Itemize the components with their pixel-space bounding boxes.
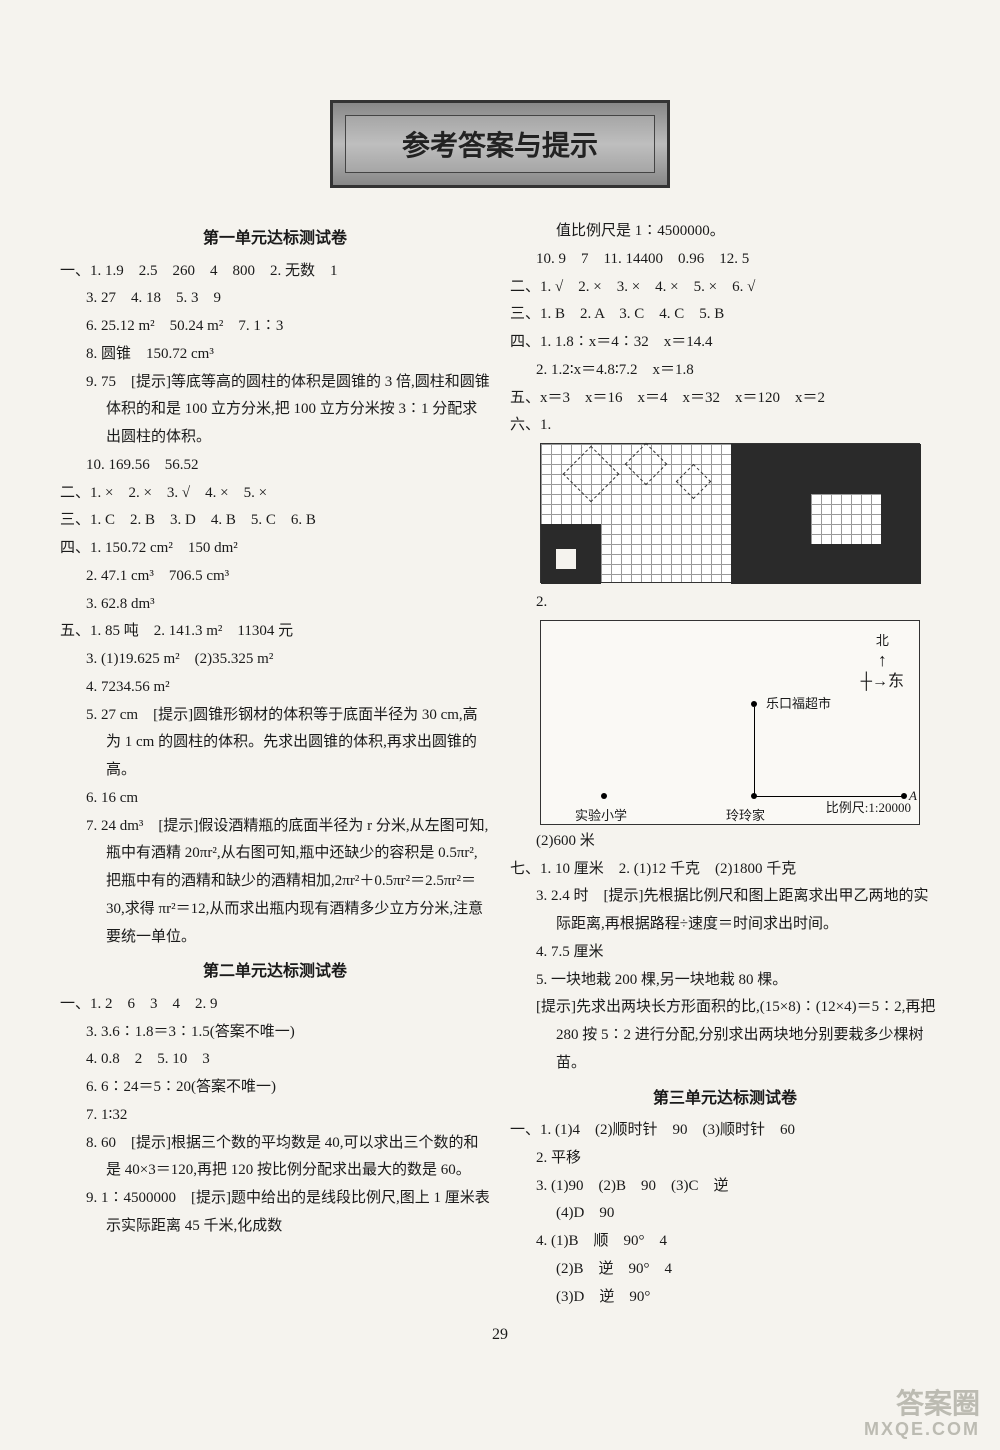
u2-s6-q2: 2. [510,589,940,617]
map-scale: 比例尺:1:20000 [826,796,911,820]
page-title: 参考答案与提示 [402,131,598,162]
figure-grid [540,443,920,583]
hole-region [811,494,881,544]
u2-s4-q2: 2. 1.2∶x＝4.8∶7.2 x＝1.8 [510,357,940,385]
diamond-shape [625,443,667,485]
u1-s1-q6: 6. 25.12 m² 50.24 m² 7. 1∶3 [60,313,490,341]
u1-s5-q1: 五、1. 85 吨 2. 141.3 m² 11304 元 [60,618,490,646]
diamond-shape [676,464,711,499]
u3-s1-q3b: (4)D 90 [510,1200,940,1228]
watermark-line1: 答案圈 [864,1389,980,1420]
u3-s1-q4a: 4. (1)B 顺 90° 4 [510,1228,940,1256]
map-vline [754,707,755,797]
u2-s7-q4: 4. 7.5 厘米 [510,939,940,967]
u2-s6-q2b: (2)600 米 [510,828,940,856]
u1-s5-q7: 7. 24 dm³ [提示]假设酒精瓶的底面半径为 r 分米,从左图可知,瓶中有… [60,813,490,952]
u2-s1-q6: 6. 6∶24＝5∶20(答案不唯一) [60,1074,490,1102]
u1-s4-q2: 2. 47.1 cm³ 706.5 cm³ [60,563,490,591]
u2-s6-q1: 六、1. [510,412,940,440]
u2-s4-q1: 四、1. 1.8∶x＝4∶32 x＝14.4 [510,329,940,357]
unit3-title: 第三单元达标测试卷 [510,1084,940,1114]
map-label-school: 实验小学 [575,804,627,828]
u1-s5-q4: 4. 7234.56 m² [60,674,490,702]
u3-s1-q4c: (3)D 逆 90° [510,1284,940,1312]
u3-s1-q2: 2. 平移 [510,1145,940,1173]
u2-s7-q3: 3. 2.4 时 [提示]先根据比例尺和图上距离求出甲乙两地的实际距离,再根据路… [510,883,940,939]
u1-s5-q6: 6. 16 cm [60,785,490,813]
left-column: 第一单元达标测试卷 一、1. 1.9 2.5 260 4 800 2. 无数 1… [60,218,490,1311]
u2-s1-q8: 8. 60 [提示]根据三个数的平均数是 40,可以求出三个数的和是 40×3＝… [60,1130,490,1186]
page-number: 29 [60,1326,940,1344]
content-columns: 第一单元达标测试卷 一、1. 1.9 2.5 260 4 800 2. 无数 1… [60,218,940,1311]
u1-s5-q3: 3. (1)19.625 m² (2)35.325 m² [60,646,490,674]
u2-s3: 三、1. B 2. A 3. C 4. C 5. B [510,301,940,329]
u2-s1-q7: 7. 1∶32 [60,1102,490,1130]
u1-s4-q3: 3. 62.8 dm³ [60,591,490,619]
u2-s2: 二、1. √ 2. × 3. × 4. × 5. × 6. √ [510,274,940,302]
map-dot-home [751,793,757,799]
u2-s1-q3: 3. 3.6∶1.8＝3∶1.5(答案不唯一) [60,1019,490,1047]
u1-s4-q1: 四、1. 150.72 cm² 150 dm² [60,535,490,563]
u1-s1-q1: 一、1. 1.9 2.5 260 4 800 2. 无数 1 [60,258,490,286]
diamond-shape [563,446,620,503]
unit1-title: 第一单元达标测试卷 [60,224,490,254]
u2-s1-q9: 9. 1∶4500000 [提示]题中给出的是线段比例尺,图上 1 厘米表示实际… [60,1185,490,1241]
u1-s3: 三、1. C 2. B 3. D 4. B 5. C 6. B [60,507,490,535]
map-dot-school [601,793,607,799]
title-inner: 参考答案与提示 [345,115,655,173]
right-column: 值比例尺是 1∶4500000。 10. 9 7 11. 14400 0.96 … [510,218,940,1311]
u2-s7-q5: 5. 一块地栽 200 棵,另一块地栽 80 棵。 [510,967,940,995]
u1-s1-q3: 3. 27 4. 18 5. 3 9 [60,285,490,313]
u2-s7-q5hint: [提示]先求出两块长方形面积的比,(15×8)∶(12×4)＝5∶2,再把 28… [510,994,940,1077]
watermark-line2: MXQE.COM [864,1420,980,1440]
u2-s1-q9b: 值比例尺是 1∶4500000。 [510,218,940,246]
compass-icon: 北 ↑ ┼→东 [861,629,904,697]
u2-s1-q4: 4. 0.8 2 5. 10 3 [60,1046,490,1074]
u3-s1-q3a: 3. (1)90 (2)B 90 (3)C 逆 [510,1173,940,1201]
figure-map: 北 ↑ ┼→东 乐口福超市 实验小学 玲玲家 A 比例尺:1:20000 [540,620,920,825]
watermark: 答案圈 MXQE.COM [864,1389,980,1440]
map-label-home: 玲玲家 [726,804,765,828]
title-banner: 参考答案与提示 [330,100,670,188]
u1-s1-q8: 8. 圆锥 150.72 cm³ [60,341,490,369]
u3-s1-q4b: (2)B 逆 90° 4 [510,1256,940,1284]
unit2-title: 第二单元达标测试卷 [60,957,490,987]
u2-s7-q1: 七、1. 10 厘米 2. (1)12 千克 (2)1800 千克 [510,856,940,884]
u1-s2: 二、1. × 2. × 3. √ 4. × 5. × [60,480,490,508]
u1-s1-q10: 10. 169.56 56.52 [60,452,490,480]
u2-s1-q1: 一、1. 2 6 3 4 2. 9 [60,991,490,1019]
hole-region-small [556,549,576,569]
u2-s5: 五、x＝3 x＝16 x＝4 x＝32 x＝120 x＝2 [510,385,940,413]
u2-s1-q10: 10. 9 7 11. 14400 0.96 12. 5 [510,246,940,274]
u1-s5-q5: 5. 27 cm [提示]圆锥形钢材的体积等于底面半径为 30 cm,高为 1 … [60,702,490,785]
u3-s1-q1: 一、1. (1)4 (2)顺时针 90 (3)顺时针 60 [510,1117,940,1145]
u1-s1-q9: 9. 75 [提示]等底等高的圆柱的体积是圆锥的 3 倍,圆柱和圆锥体积的和是 … [60,369,490,452]
map-label-shop: 乐口福超市 [766,692,831,716]
